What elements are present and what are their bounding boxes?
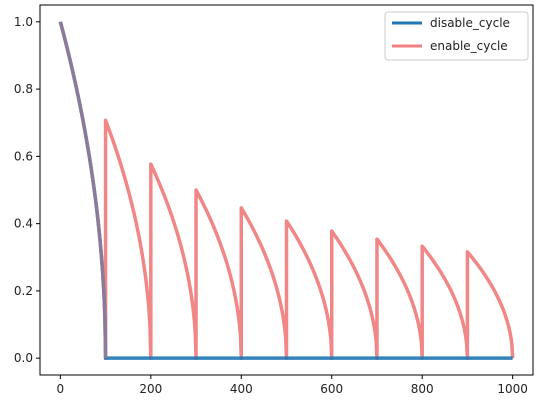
series-line-disable-cycle xyxy=(58,21,513,360)
y-tick-label: 1.0 xyxy=(14,15,33,29)
legend-label-enable-cycle: enable_cycle xyxy=(430,39,508,53)
x-tick-label: 1000 xyxy=(497,382,528,396)
y-tick-label: 0.8 xyxy=(14,82,33,96)
legend-label-disable-cycle: disable_cycle xyxy=(430,16,510,30)
series-overlap-segment xyxy=(58,21,108,359)
x-tick-label: 400 xyxy=(230,382,253,396)
y-axis-ticks: 0.0 0.2 0.4 0.6 0.8 1.0 xyxy=(14,15,40,365)
x-tick-label: 0 xyxy=(57,382,65,396)
x-tick-label: 800 xyxy=(411,382,434,396)
x-tick-label: 200 xyxy=(139,382,162,396)
y-tick-label: 0.6 xyxy=(14,149,33,163)
series-layer xyxy=(58,21,515,360)
legend: disable_cycle enable_cycle xyxy=(384,11,529,61)
y-tick-label: 0.4 xyxy=(14,217,33,231)
x-axis-ticks: 0 200 400 600 800 1000 xyxy=(57,375,528,396)
y-tick-label: 0.2 xyxy=(14,284,33,298)
x-tick-label: 600 xyxy=(320,382,343,396)
series-line-enable-cycle xyxy=(58,21,515,360)
y-tick-label: 0.0 xyxy=(14,351,33,365)
